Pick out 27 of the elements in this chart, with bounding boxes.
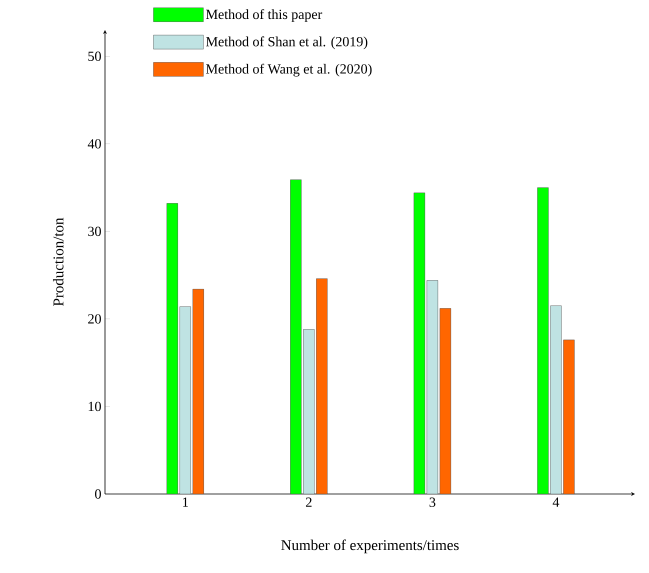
bar (440, 308, 452, 494)
x-axis-title: Number of experiments/times (281, 540, 459, 554)
y-tick-label: 30 (88, 226, 101, 236)
x-tick-label: 2 (306, 498, 312, 507)
x-tick-label: 1 (183, 498, 188, 507)
y-tick-label: 10 (88, 402, 101, 412)
y-axis-title: Production/ton (52, 218, 64, 306)
y-tick-label: 40 (88, 139, 101, 149)
bar (563, 340, 575, 494)
bar (414, 192, 426, 494)
bar (166, 203, 178, 494)
bar (290, 180, 302, 494)
x-tick-label: 4 (552, 498, 560, 507)
bar (316, 278, 328, 494)
y-tick-label: 20 (88, 314, 101, 324)
y-tick-label: 50 (88, 52, 101, 61)
legend-label: Method of this paper (206, 9, 322, 22)
bar (192, 288, 204, 494)
x-tick-label: 3 (430, 498, 436, 507)
bar (303, 329, 315, 494)
y-tick-label: 0 (95, 489, 101, 499)
legend-label: Method of Shan et al. (2019) (206, 36, 368, 50)
bar (180, 306, 192, 494)
bar (426, 280, 438, 494)
bar (550, 306, 562, 494)
bar (537, 187, 549, 494)
legend-label: Method of Wang et al. (2020) (206, 64, 372, 77)
